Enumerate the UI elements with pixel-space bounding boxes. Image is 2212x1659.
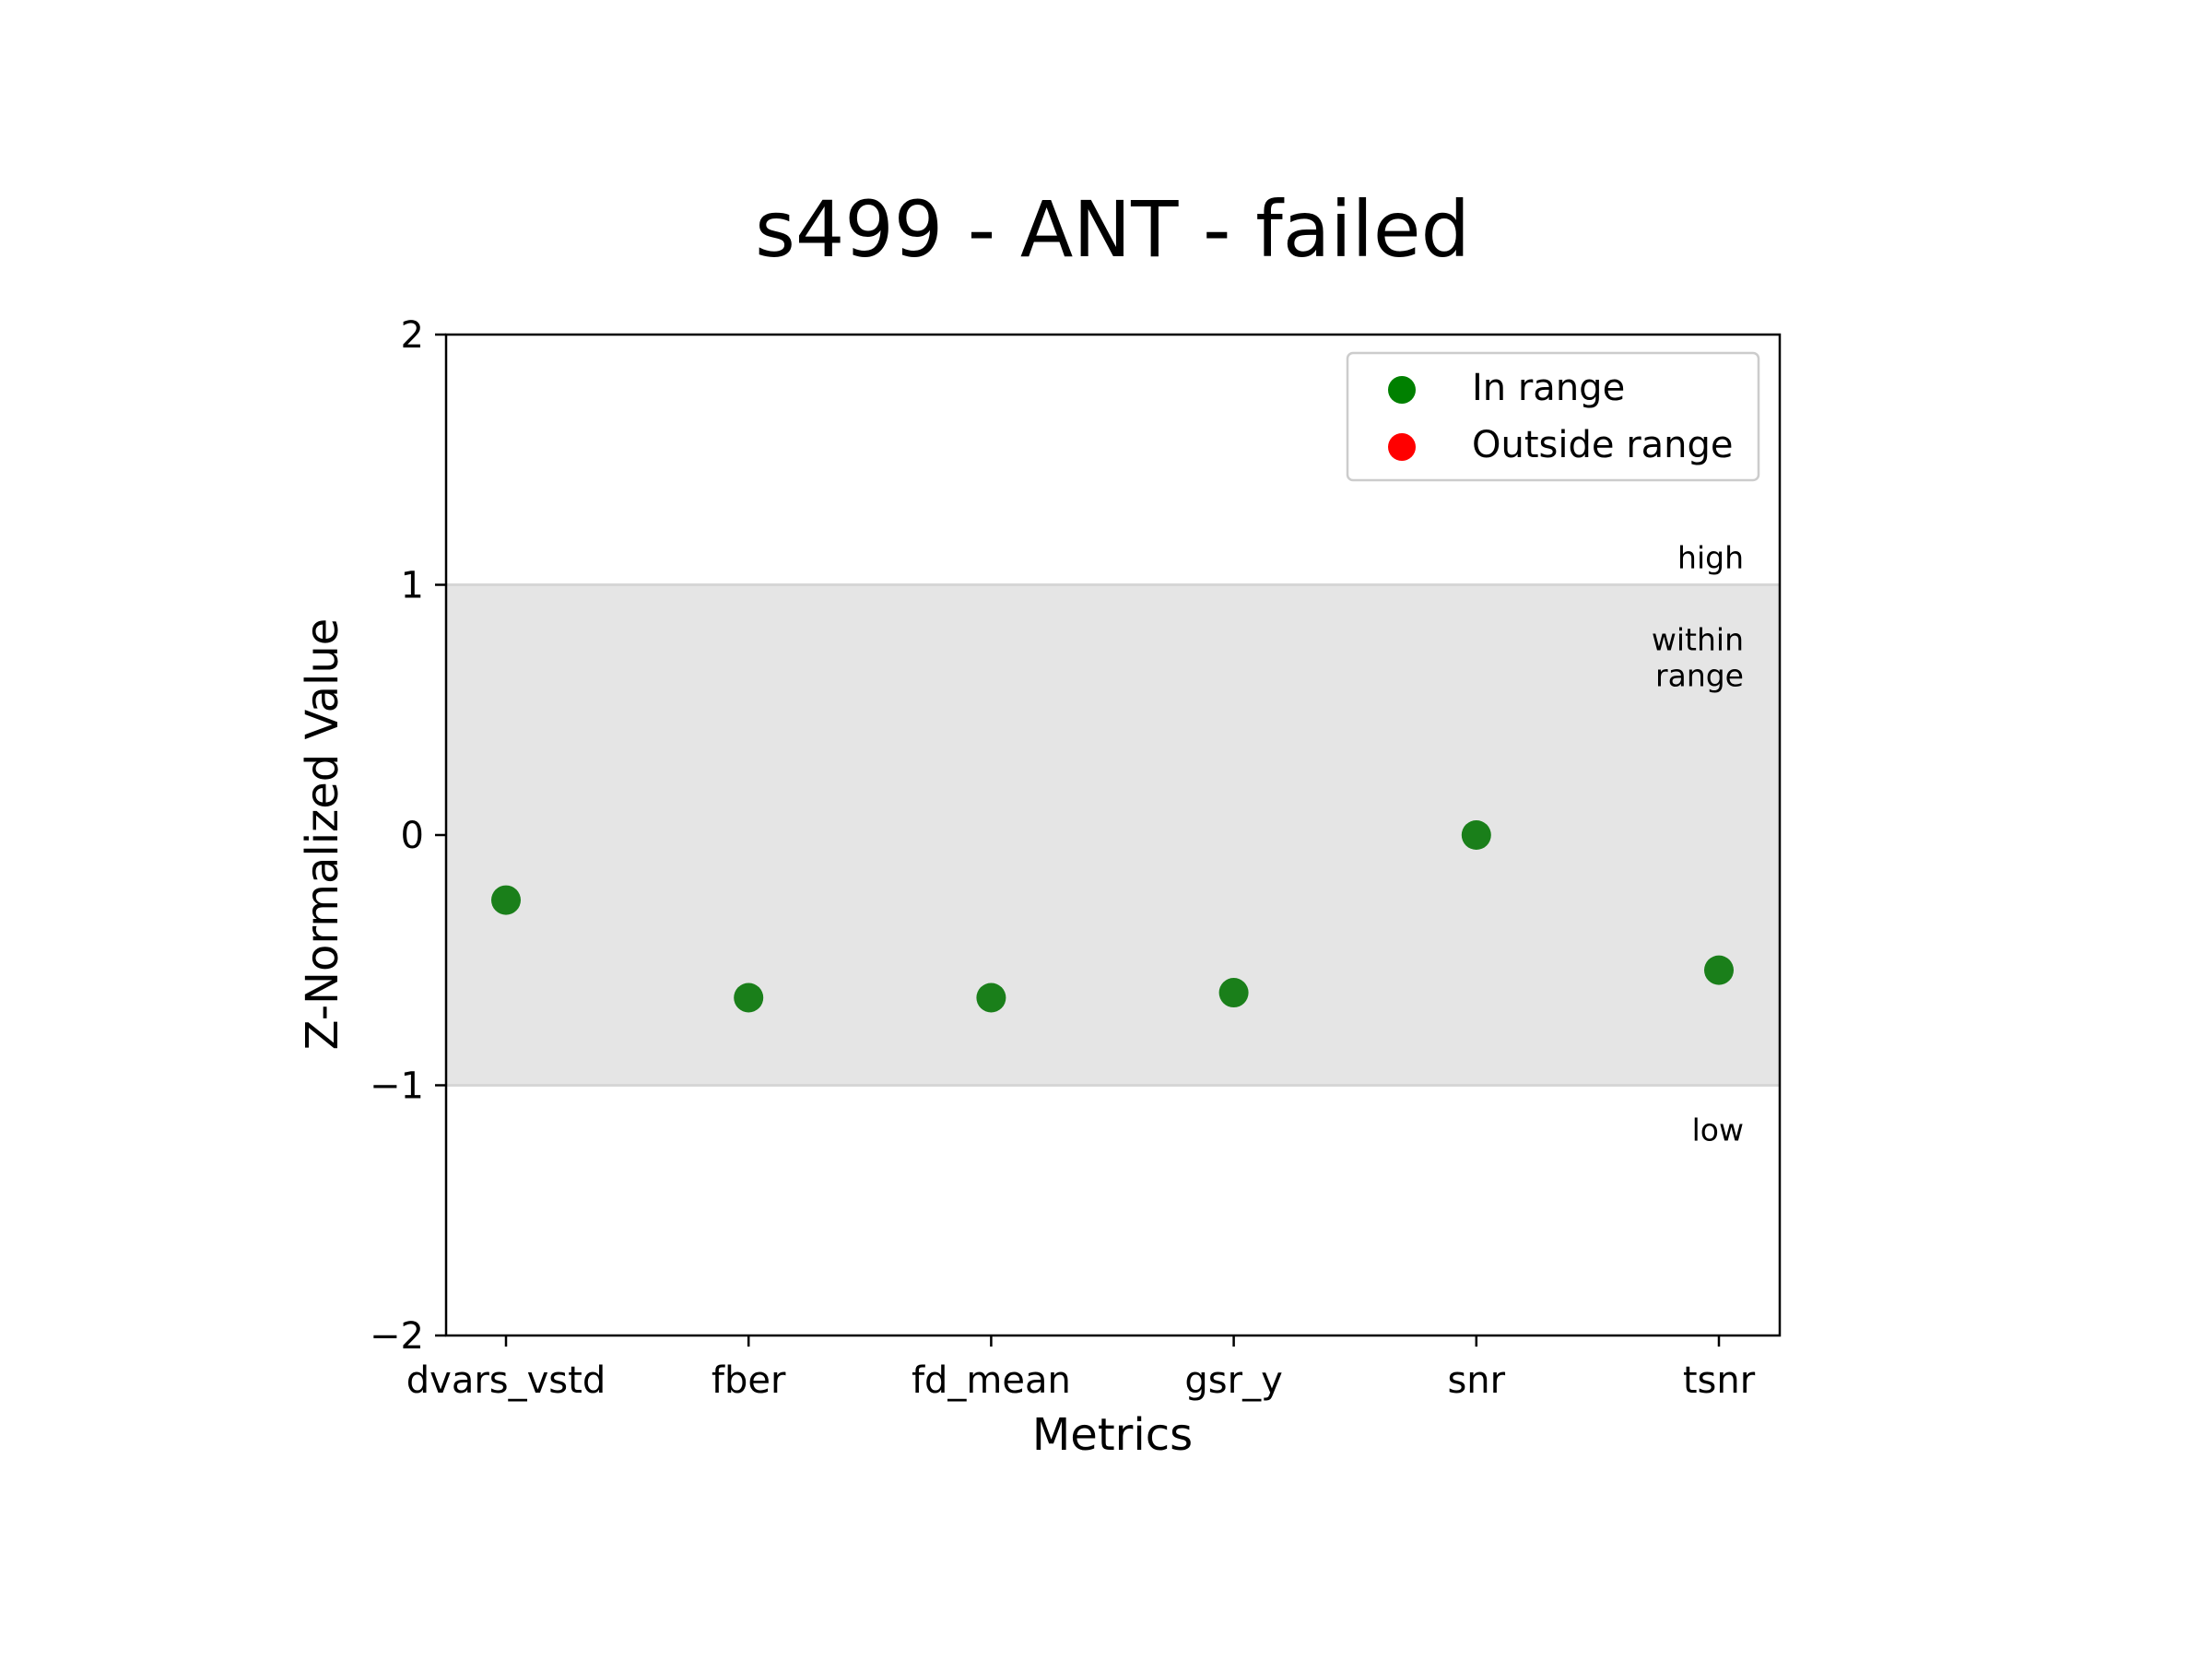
legend-marker-in-range (1388, 376, 1416, 404)
data-point-dvars_vstd (491, 885, 521, 915)
x-axis-label: Metrics (1032, 1409, 1193, 1461)
data-point-fd_mean (976, 982, 1006, 1013)
y-tick-label: 0 (401, 815, 424, 857)
y-axis-label: Z-Normalized Value (297, 618, 348, 1051)
chart-title: s499 - ANT - failed (755, 184, 1470, 275)
band-label-low: low (1692, 1112, 1744, 1148)
plot-area (444, 333, 1782, 1337)
y-tick-label: −1 (370, 1065, 424, 1108)
data-point-gsr_y (1218, 978, 1249, 1008)
legend-label-outside-range: Outside range (1472, 424, 1734, 466)
x-tick-label-fber: fber (712, 1359, 786, 1402)
data-point-tsnr (1704, 955, 1734, 985)
y-tick-label: 1 (401, 565, 424, 607)
legend-label-in-range: In range (1472, 367, 1625, 409)
x-tick-label-gsr_y: gsr_y (1184, 1359, 1282, 1402)
legend-box (1346, 351, 1760, 482)
data-point-snr (1461, 820, 1491, 850)
x-tick-label-tsnr: tsnr (1683, 1359, 1756, 1402)
band-label-high: high (1677, 540, 1744, 576)
x-tick-label-dvars_vstd: dvars_vstd (406, 1359, 606, 1402)
legend: In range Outside range (1346, 351, 1760, 482)
within-range-band (446, 584, 1780, 1086)
legend-marker-outside-range (1388, 433, 1416, 461)
y-tick-label: 2 (401, 314, 424, 357)
x-axis: dvars_vstd fber fd_mean gsr_y snr tsnr (406, 1335, 1756, 1402)
y-axis: 2 1 0 −1 −2 (370, 314, 446, 1358)
x-tick-label-fd_mean: fd_mean (912, 1359, 1071, 1402)
band-label-within: within (1652, 622, 1744, 658)
y-tick-label: −2 (370, 1315, 424, 1358)
data-point-fber (734, 982, 764, 1013)
x-tick-label-snr: snr (1447, 1359, 1505, 1402)
band-label-range: range (1655, 658, 1744, 694)
